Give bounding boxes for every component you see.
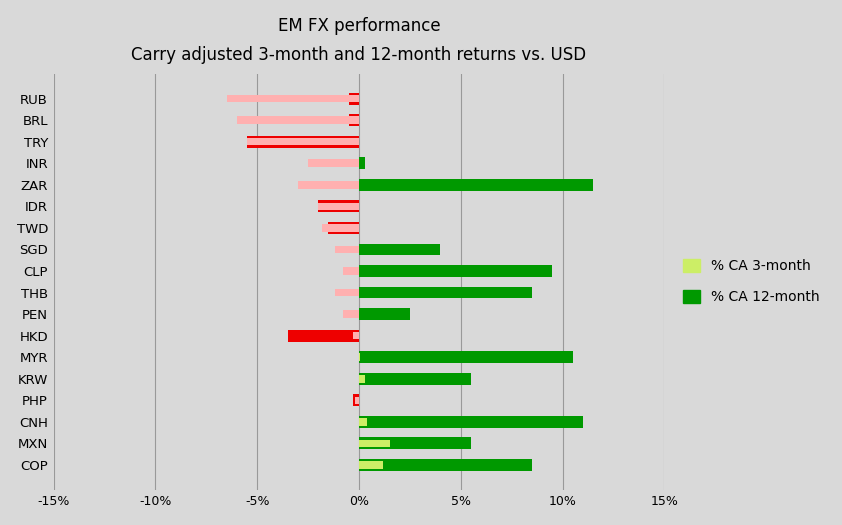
Bar (359, 459, 532, 471)
Bar (353, 394, 359, 406)
Bar (359, 437, 471, 449)
Bar (359, 351, 573, 363)
Bar (359, 244, 440, 255)
Bar (359, 416, 583, 428)
Bar (359, 439, 390, 447)
Bar (359, 353, 360, 361)
Bar (359, 308, 410, 320)
Bar (237, 117, 359, 124)
Bar (247, 138, 359, 145)
Bar (359, 158, 365, 169)
Bar (359, 265, 552, 277)
Bar (334, 289, 359, 296)
Bar (349, 114, 359, 126)
Bar (359, 179, 593, 191)
Bar (328, 222, 359, 234)
Bar (359, 375, 365, 383)
Legend: % CA 3-month, % CA 12-month: % CA 3-month, % CA 12-month (678, 254, 825, 310)
Bar (298, 181, 359, 188)
Title: EM FX performance
Carry adjusted 3-month and 12-month returns vs. USD: EM FX performance Carry adjusted 3-month… (131, 17, 587, 64)
Bar (247, 136, 359, 148)
Bar (318, 203, 359, 210)
Bar (226, 95, 359, 102)
Bar (354, 396, 359, 404)
Bar (359, 287, 532, 299)
Bar (322, 224, 359, 232)
Bar (318, 201, 359, 212)
Bar (353, 332, 359, 340)
Bar (359, 461, 383, 469)
Bar (308, 160, 359, 167)
Bar (334, 246, 359, 253)
Bar (349, 93, 359, 104)
Bar (343, 310, 359, 318)
Bar (343, 267, 359, 275)
Bar (359, 373, 471, 385)
Bar (288, 330, 359, 342)
Bar (359, 418, 367, 426)
